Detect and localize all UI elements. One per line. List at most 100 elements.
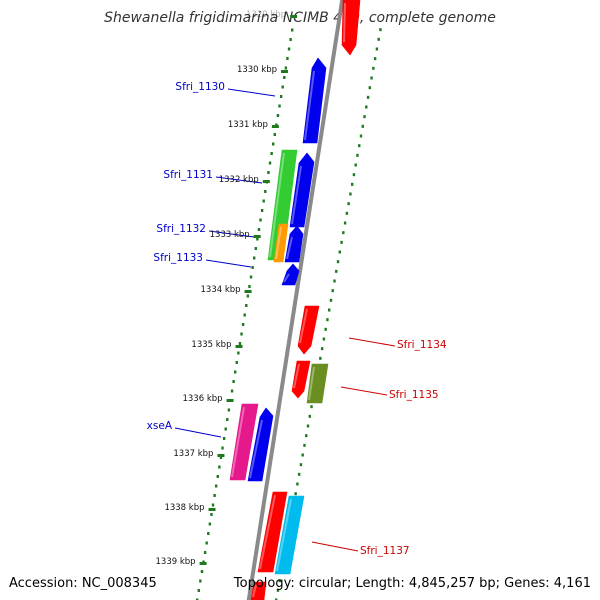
left-track-tick: [213, 494, 216, 497]
gene-label-leader: [311, 541, 359, 552]
gene-xsea: [247, 407, 274, 482]
gene-features: [229, 0, 361, 600]
right-track-tick: [354, 163, 357, 167]
left-track-tick: [251, 266, 254, 269]
right-track-tick: [322, 337, 326, 341]
cds-sfri-1137-cyan-highlight: [276, 498, 292, 572]
left-track-tick: [203, 551, 207, 554]
gene-sfri-1132-highlight: [286, 236, 293, 260]
right-track-tick: [368, 86, 372, 90]
right-track-tick: [299, 463, 303, 467]
right-track-tick: [335, 269, 338, 273]
left-track-tick: [241, 323, 245, 326]
right-track-tick: [345, 211, 349, 215]
right-track-tick: [373, 57, 377, 61]
right-track-tick: [350, 182, 354, 186]
kbp-major-tick: [281, 70, 288, 73]
gene-sfri-1134: [297, 305, 320, 355]
right-track-tick: [326, 318, 329, 322]
cds-xsea-magenta: [229, 403, 259, 481]
left-track-tick: [234, 370, 237, 374]
right-track-tick: [336, 260, 340, 264]
left-track-tick: [281, 85, 284, 89]
right-track-tick: [308, 414, 311, 418]
kbp-label: 1329 kbp: [246, 10, 286, 20]
right-track-tick: [363, 115, 366, 119]
right-track-tick: [275, 598, 278, 600]
gene-label-leader: [208, 230, 255, 238]
right-track-tick: [370, 76, 373, 80]
gene-label: Sfri_1135: [389, 389, 439, 401]
left-track-tick: [237, 351, 240, 355]
gene-sfri-1133-highlight: [283, 273, 290, 283]
left-track-tick: [238, 342, 242, 345]
left-track-tick: [272, 142, 275, 146]
gene-sfri-1135-highlight: [293, 363, 300, 389]
left-track-tick: [199, 579, 202, 583]
kbp-major-tick: [208, 508, 216, 511]
left-track-tick: [230, 389, 234, 393]
right-track-tick: [305, 434, 308, 438]
right-track-tick: [333, 279, 336, 283]
gene-label: Sfri_1137: [360, 545, 410, 557]
left-track-tick: [232, 380, 235, 383]
left-track-tick: [264, 190, 267, 193]
kbp-label: 1334 kbp: [201, 285, 241, 295]
right-track-tick: [324, 327, 327, 331]
right-track-tick: [296, 482, 299, 486]
right-track-tick: [343, 221, 347, 225]
left-track-tick: [200, 570, 204, 573]
right-track-tick: [331, 289, 334, 293]
cds-xsea-magenta-highlight: [231, 406, 245, 478]
left-track-tick: [221, 446, 224, 450]
right-track-tick: [349, 192, 352, 196]
gene-sfri-1130: [302, 57, 327, 144]
left-track-tick: [245, 304, 248, 307]
left-track-tick: [219, 456, 223, 459]
gene-label: xseA: [147, 420, 173, 432]
left-track-tick: [253, 256, 256, 260]
gene-sfri-1131-highlight: [291, 165, 302, 225]
gene-xsea-highlight: [249, 419, 263, 479]
left-track-tick: [243, 313, 246, 317]
gene-label-leaders: [174, 88, 396, 552]
gene-sfri-1133: [281, 263, 300, 286]
right-track-tick: [294, 492, 297, 496]
right-track-tick: [375, 47, 379, 51]
kbp-major-tick: [290, 15, 298, 18]
left-track-tick: [267, 171, 270, 174]
cds-sfri-1132-orange: [273, 223, 289, 263]
right-track-tick: [379, 28, 382, 32]
gene-sfri-1130-highlight: [304, 70, 315, 141]
left-track-tick: [196, 598, 199, 600]
topology-text: Topology: circular; Length: 4,845,257 bp…: [233, 576, 591, 591]
right-track-tick: [340, 240, 343, 244]
map-title: Shewanella frigidimarina NCIMB 400, comp…: [104, 10, 496, 26]
gene-label: Sfri_1134: [397, 339, 447, 351]
right-track-tick: [342, 231, 345, 235]
gene-label-leader: [174, 427, 222, 438]
left-track-tick: [273, 133, 276, 136]
cds-sfri-1135-olive: [306, 363, 329, 404]
right-track-tick: [328, 308, 331, 312]
gene-label-leader: [215, 176, 263, 184]
left-track-tick: [254, 247, 257, 250]
kbp-major-tick: [226, 399, 234, 402]
left-track-tick: [240, 332, 243, 336]
right-track-tick: [361, 124, 364, 128]
left-track-tick: [210, 513, 213, 516]
gene-label: Sfri_1133: [153, 252, 203, 264]
left-track-tick: [222, 437, 226, 440]
left-track-tick: [289, 38, 292, 41]
kbp-major-tick: [271, 125, 279, 128]
right-track-tick: [278, 579, 281, 583]
kbp-major-tick: [262, 180, 270, 183]
left-track-tick: [224, 427, 227, 431]
left-track-tick: [197, 589, 200, 592]
gene-sfri-1136-highlight: [259, 494, 276, 570]
left-track-tick: [260, 209, 264, 212]
left-track-tick: [226, 418, 229, 421]
right-track-tick: [329, 298, 333, 302]
